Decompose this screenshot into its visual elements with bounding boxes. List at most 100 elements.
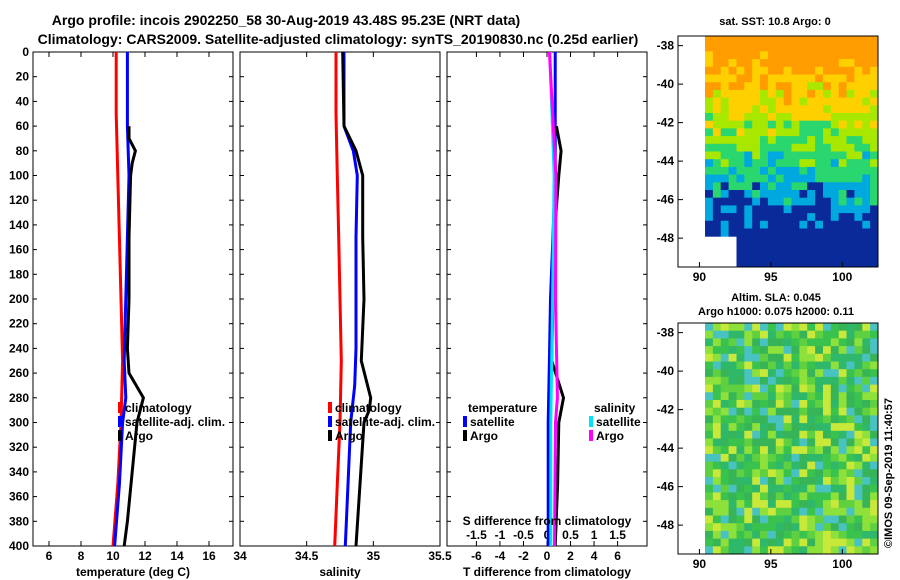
map-cell (791, 51, 800, 60)
map-cell (736, 384, 745, 393)
map-cell (838, 477, 848, 486)
map-cell (799, 105, 808, 114)
map-cell (807, 43, 816, 52)
map-cell (838, 151, 848, 160)
map-cell (720, 353, 730, 362)
map-cell (862, 361, 871, 370)
map-cell (791, 174, 800, 183)
map-cell (807, 74, 816, 83)
map-cell (783, 538, 792, 547)
map-cell (775, 376, 785, 386)
map-cell (799, 330, 808, 339)
map-cell (775, 159, 785, 168)
map-cell (736, 105, 745, 114)
map-cell (830, 376, 840, 386)
map-cell (736, 369, 745, 378)
map-cell (720, 392, 730, 401)
map-cell (736, 197, 745, 206)
map-cell (807, 113, 816, 122)
map-cell (705, 66, 714, 75)
map-cell (728, 228, 737, 237)
map-cell (783, 197, 792, 206)
map-cell (838, 236, 848, 245)
x-tick-label: 35 (367, 549, 381, 563)
map-cell (720, 51, 730, 60)
map-cell (846, 438, 855, 447)
map-cell (783, 400, 792, 409)
map-cell (752, 353, 761, 362)
map-cell (799, 492, 808, 501)
map-cell (807, 376, 816, 386)
legend-swatch-t-satellite (463, 416, 467, 427)
map-cell (775, 330, 785, 339)
map-cell (830, 369, 840, 378)
map-cell (705, 136, 714, 145)
depth-tick-label: 240 (9, 341, 29, 355)
sst-map-title: sat. SST: 10.8 Argo: 0 (719, 16, 830, 28)
map-cell (728, 538, 737, 547)
map-cell (823, 376, 832, 386)
map-cell (807, 159, 816, 168)
t-difference-axis-label: T difference from climatology (463, 565, 631, 579)
map-cell (728, 182, 737, 191)
map-cell (799, 236, 808, 245)
map-cell (838, 66, 848, 75)
map-cell (830, 89, 840, 99)
map-cell (760, 376, 769, 386)
map-cell (823, 415, 832, 424)
map-cell (736, 113, 745, 122)
map-cell (862, 36, 871, 45)
map-cell (799, 546, 808, 555)
map-cell (712, 166, 722, 176)
map-cell (862, 66, 871, 75)
map-cell (838, 515, 848, 524)
map-cell (744, 159, 753, 168)
map-cell (767, 446, 777, 455)
map-cell (736, 174, 745, 183)
map-cell (862, 423, 871, 432)
map-cell (846, 446, 855, 455)
x-tick-label: 34 (233, 549, 247, 563)
map-cell (712, 66, 722, 75)
series-satellite-adj-clim- (342, 52, 359, 546)
map-cell (736, 182, 745, 191)
series-argo (341, 52, 373, 546)
map-cell (846, 97, 855, 106)
map-cell (791, 120, 800, 129)
map-cell (775, 530, 785, 540)
map-cell (783, 259, 792, 268)
map-cell (705, 166, 714, 176)
map-cell (791, 97, 800, 106)
map-cell (870, 323, 879, 332)
map-cell (783, 453, 792, 463)
map-cell (830, 546, 840, 555)
map-cell (744, 530, 753, 540)
map-cell (807, 407, 816, 416)
map-cell (870, 120, 879, 129)
map-cell (838, 453, 848, 463)
map-cell (854, 430, 863, 439)
map-cell (870, 446, 879, 455)
map-cell (705, 120, 714, 129)
map-cell (720, 105, 730, 114)
map-cell (791, 353, 800, 362)
map-cell (823, 330, 832, 339)
map-cell (712, 400, 722, 409)
map-cell (720, 74, 730, 83)
map-cell (854, 515, 863, 524)
map-y-tick-label: -46 (657, 193, 675, 207)
map-cell (728, 353, 737, 362)
map-cell (705, 213, 714, 222)
map-cell (752, 453, 761, 463)
map-cell (712, 82, 722, 91)
map-cell (705, 461, 714, 470)
map-cell (823, 143, 832, 152)
map-cell (760, 74, 769, 83)
map-cell (767, 423, 777, 432)
map-cell (728, 43, 737, 52)
map-cell (815, 82, 824, 91)
map-cell (815, 323, 824, 332)
map-x-tick-label: 100 (832, 270, 852, 284)
map-cell (846, 507, 855, 516)
map-cell (775, 128, 785, 137)
